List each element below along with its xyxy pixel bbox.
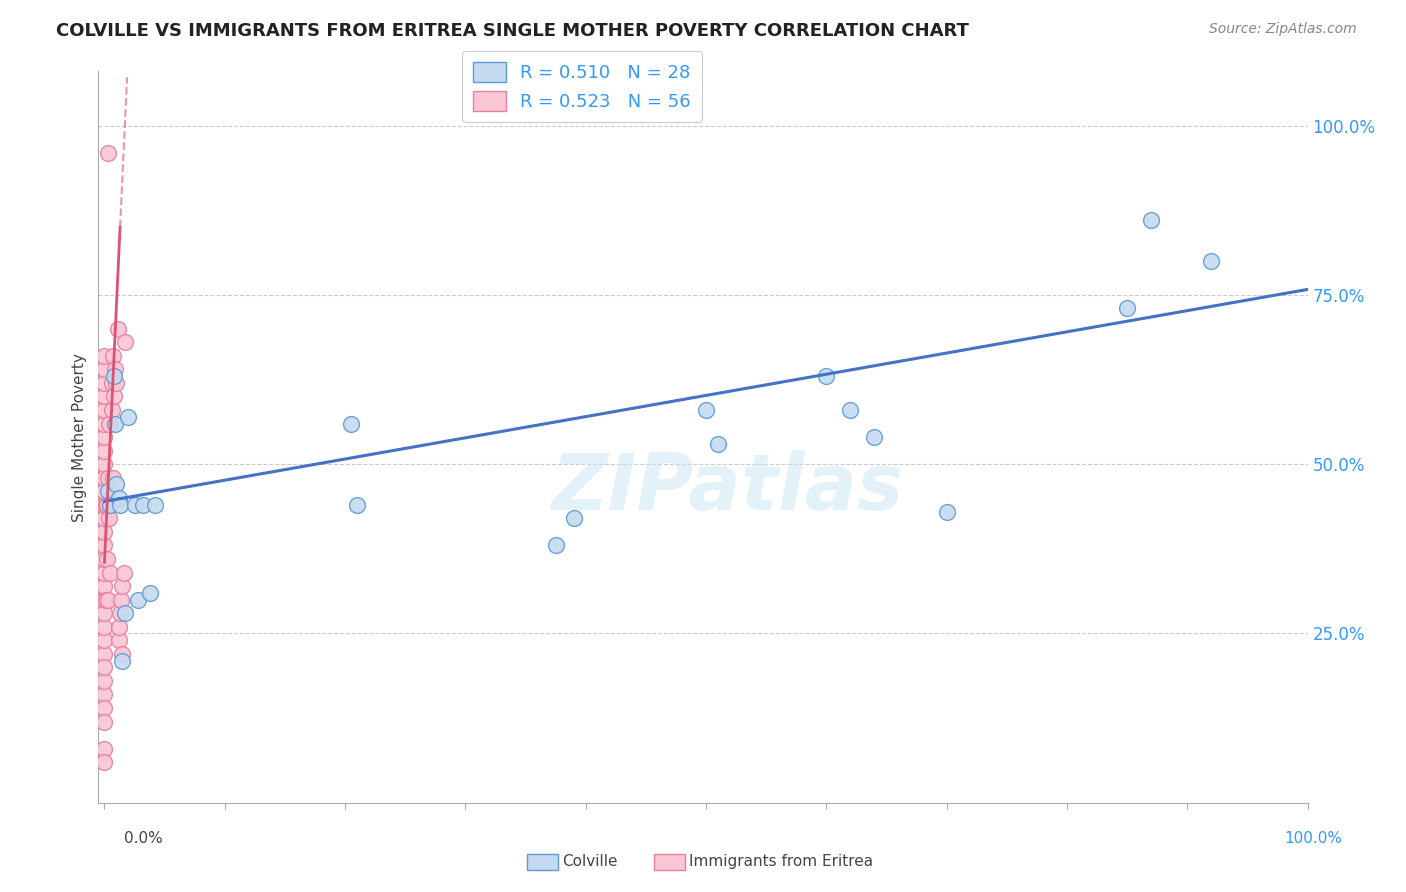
Point: [839, 403, 862, 417]
Point: [93, 430, 115, 444]
Point: [93, 579, 115, 593]
Point: [100, 498, 122, 512]
Point: [1116, 301, 1139, 316]
Point: [93, 606, 115, 620]
Point: [93, 566, 115, 580]
Point: [98, 417, 121, 431]
Point: [340, 417, 363, 431]
Point: [695, 403, 717, 417]
Point: [1201, 254, 1223, 268]
Point: [93, 620, 115, 634]
Point: [1140, 213, 1163, 227]
Point: [117, 409, 139, 424]
FancyBboxPatch shape: [654, 854, 685, 870]
Point: [562, 511, 585, 525]
Point: [111, 579, 134, 593]
Text: Source: ZipAtlas.com: Source: ZipAtlas.com: [1209, 22, 1357, 37]
Point: [93, 633, 115, 648]
Point: [139, 586, 162, 600]
Text: Immigrants from Eritrea: Immigrants from Eritrea: [689, 855, 873, 869]
Point: [93, 741, 115, 756]
Point: [104, 417, 127, 431]
Point: [105, 376, 128, 390]
Point: [107, 322, 129, 336]
Point: [101, 471, 124, 485]
Point: [93, 403, 115, 417]
Point: [93, 484, 115, 499]
Point: [93, 755, 115, 769]
Text: Colville: Colville: [562, 855, 617, 869]
Text: 100.0%: 100.0%: [1285, 831, 1343, 846]
Point: [111, 654, 134, 668]
Point: [143, 498, 166, 512]
Text: COLVILLE VS IMMIGRANTS FROM ERITREA SINGLE MOTHER POVERTY CORRELATION CHART: COLVILLE VS IMMIGRANTS FROM ERITREA SING…: [56, 22, 969, 40]
Point: [93, 417, 115, 431]
Point: [707, 437, 730, 451]
Point: [111, 647, 134, 661]
Point: [97, 145, 120, 160]
Point: [93, 511, 115, 525]
Point: [114, 606, 136, 620]
Point: [935, 505, 957, 519]
Point: [346, 498, 368, 512]
Point: [93, 524, 115, 539]
Point: [97, 471, 120, 485]
Point: [98, 511, 121, 525]
Point: [96, 552, 118, 566]
Point: [114, 335, 136, 350]
FancyBboxPatch shape: [527, 854, 558, 870]
Point: [93, 701, 115, 715]
Point: [96, 498, 118, 512]
Point: [108, 633, 131, 648]
Point: [97, 592, 120, 607]
Point: [93, 714, 115, 729]
Point: [544, 538, 567, 552]
Point: [127, 592, 149, 607]
Point: [93, 688, 115, 702]
Point: [108, 498, 131, 512]
Point: [93, 647, 115, 661]
Point: [103, 389, 125, 403]
Point: [132, 498, 155, 512]
Point: [100, 403, 122, 417]
Point: [100, 566, 122, 580]
Point: [863, 430, 886, 444]
Point: [93, 389, 115, 403]
Point: [124, 498, 146, 512]
Point: [100, 376, 122, 390]
Point: [105, 477, 128, 491]
Point: [108, 620, 131, 634]
Point: [94, 592, 117, 607]
Point: [108, 491, 131, 505]
Point: [93, 498, 115, 512]
Text: ZIPatlas: ZIPatlas: [551, 450, 903, 526]
Point: [93, 471, 115, 485]
Point: [93, 349, 115, 363]
Point: [93, 376, 115, 390]
Point: [112, 566, 135, 580]
Point: [815, 369, 838, 384]
Point: [100, 498, 122, 512]
Point: [93, 538, 115, 552]
Point: [104, 362, 127, 376]
Point: [93, 457, 115, 471]
Y-axis label: Single Mother Poverty: Single Mother Poverty: [72, 352, 87, 522]
Point: [101, 349, 124, 363]
Point: [93, 362, 115, 376]
Point: [93, 443, 115, 458]
Legend: R = 0.510   N = 28, R = 0.523   N = 56: R = 0.510 N = 28, R = 0.523 N = 56: [463, 51, 702, 121]
Point: [93, 673, 115, 688]
Text: 0.0%: 0.0%: [124, 831, 163, 846]
Point: [97, 484, 120, 499]
Point: [93, 552, 115, 566]
Point: [110, 592, 132, 607]
Point: [93, 592, 115, 607]
Point: [108, 606, 131, 620]
Point: [93, 660, 115, 674]
Point: [103, 369, 125, 384]
Point: [94, 498, 117, 512]
